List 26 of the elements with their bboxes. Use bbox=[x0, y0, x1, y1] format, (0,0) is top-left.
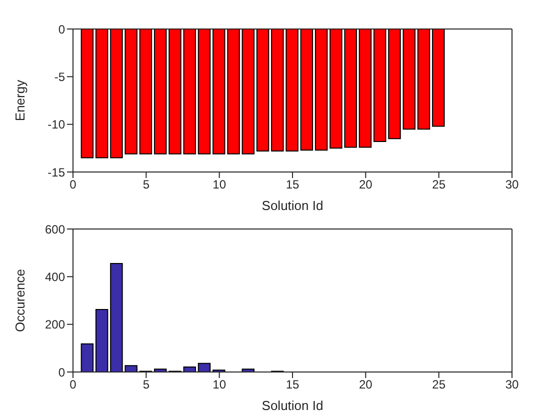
x-tick-label: 0 bbox=[70, 178, 77, 192]
x-tick-label: 5 bbox=[142, 178, 150, 192]
x-tick-label: 20 bbox=[358, 378, 373, 392]
x-axis-title: Solution Id bbox=[262, 198, 324, 213]
x-tick-label: 25 bbox=[432, 378, 446, 392]
x-tick-label: 0 bbox=[70, 378, 77, 392]
x-tick-label: 10 bbox=[212, 378, 226, 392]
x-tick-label: 30 bbox=[505, 178, 519, 192]
y-axis-title: Occurence bbox=[12, 269, 28, 332]
x-tick-label: 15 bbox=[286, 178, 300, 192]
x-tick-label: 15 bbox=[286, 378, 300, 392]
x-tick-label: 5 bbox=[142, 378, 150, 392]
x-tick-label: 25 bbox=[432, 178, 446, 192]
y-tick-label: 600 bbox=[44, 222, 66, 236]
y-tick-label: 200 bbox=[44, 318, 66, 332]
x-axis-title: Solution Id bbox=[262, 398, 324, 413]
y-tick-label: 0 bbox=[58, 365, 66, 380]
y-tick-label: 0 bbox=[58, 22, 66, 36]
y-tick-label: -15 bbox=[48, 165, 66, 180]
x-tick-label: 30 bbox=[505, 378, 519, 392]
x-tick-label: 20 bbox=[358, 178, 373, 192]
x-tick-label: 10 bbox=[212, 178, 226, 192]
y-axis-title: Energy bbox=[12, 79, 28, 122]
y-tick-label: -5 bbox=[54, 70, 66, 84]
y-tick-label: -10 bbox=[48, 118, 66, 132]
y-tick-label: 400 bbox=[44, 270, 66, 284]
